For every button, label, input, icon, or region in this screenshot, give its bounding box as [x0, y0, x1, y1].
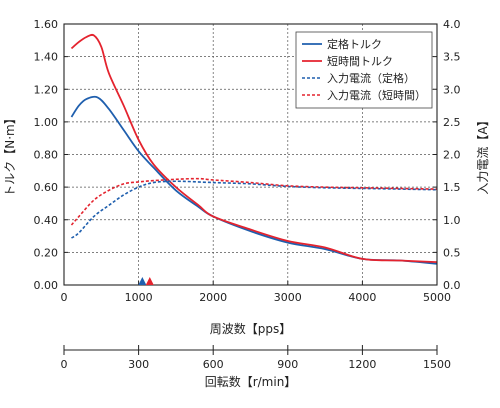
- legend-label-1: 短時間トルク: [327, 54, 393, 68]
- x-tick-label: 0: [61, 291, 68, 304]
- y-left-tick-label: 0.20: [34, 246, 59, 259]
- secondary-x-tick-label: 300: [128, 358, 149, 371]
- x-axis-title: 周波数【pps】: [210, 321, 292, 336]
- y-left-tick-label: 0.80: [34, 149, 59, 162]
- series-line-1: [70, 33, 438, 264]
- y-left-tick-label: 1.60: [34, 18, 59, 31]
- y-left-tick-label: 0.40: [34, 214, 59, 227]
- x-tick-label: 2000: [199, 291, 227, 304]
- y-right-tick-label: 2.0: [443, 149, 461, 162]
- legend-label-2: 入力電流（定格）: [327, 71, 415, 85]
- speed-marker-0: [138, 277, 147, 285]
- y-right-tick-label: 4.0: [443, 18, 461, 31]
- x-tick-label: 5000: [423, 291, 451, 304]
- series-line-0: [70, 95, 438, 265]
- y-left-axis-title: トルク【N·m】: [3, 112, 17, 196]
- secondary-x-axis-title: 回転数【r/min】: [205, 374, 297, 389]
- secondary-x-tick-label: 0: [61, 358, 68, 371]
- y-left-tick-label: 0.00: [34, 279, 59, 292]
- series-line-3: [70, 177, 438, 226]
- axis-layer: 0.000.200.400.600.801.001.201.401.600.00…: [3, 18, 490, 389]
- y-right-tick-label: 3.5: [443, 51, 461, 64]
- y-right-tick-label: 1.0: [443, 214, 461, 227]
- y-right-tick-label: 0.5: [443, 246, 461, 259]
- y-right-tick-label: 0.0: [443, 279, 461, 292]
- secondary-x-tick-label: 900: [277, 358, 298, 371]
- x-tick-label: 3000: [274, 291, 302, 304]
- secondary-x-tick-label: 600: [203, 358, 224, 371]
- y-right-tick-label: 2.5: [443, 116, 461, 129]
- speed-marker-1: [145, 277, 154, 285]
- x-tick-label: 1000: [125, 291, 153, 304]
- legend-label-3: 入力電流（短時間）: [327, 88, 426, 102]
- x-tick-label: 4000: [348, 291, 376, 304]
- series-line-2: [71, 180, 438, 239]
- y-left-tick-label: 0.60: [34, 181, 59, 194]
- y-left-tick-label: 1.40: [34, 51, 59, 64]
- y-right-tick-label: 3.0: [443, 83, 461, 96]
- legend-label-0: 定格トルク: [327, 37, 382, 51]
- y-left-tick-label: 1.00: [34, 116, 59, 129]
- y-right-axis-title: 入力電流【A】: [476, 114, 490, 194]
- series-layer: [70, 33, 438, 265]
- y-right-tick-label: 1.5: [443, 181, 461, 194]
- secondary-x-tick-label: 1200: [348, 358, 376, 371]
- y-left-tick-label: 1.20: [34, 83, 59, 96]
- secondary-x-tick-label: 1500: [423, 358, 451, 371]
